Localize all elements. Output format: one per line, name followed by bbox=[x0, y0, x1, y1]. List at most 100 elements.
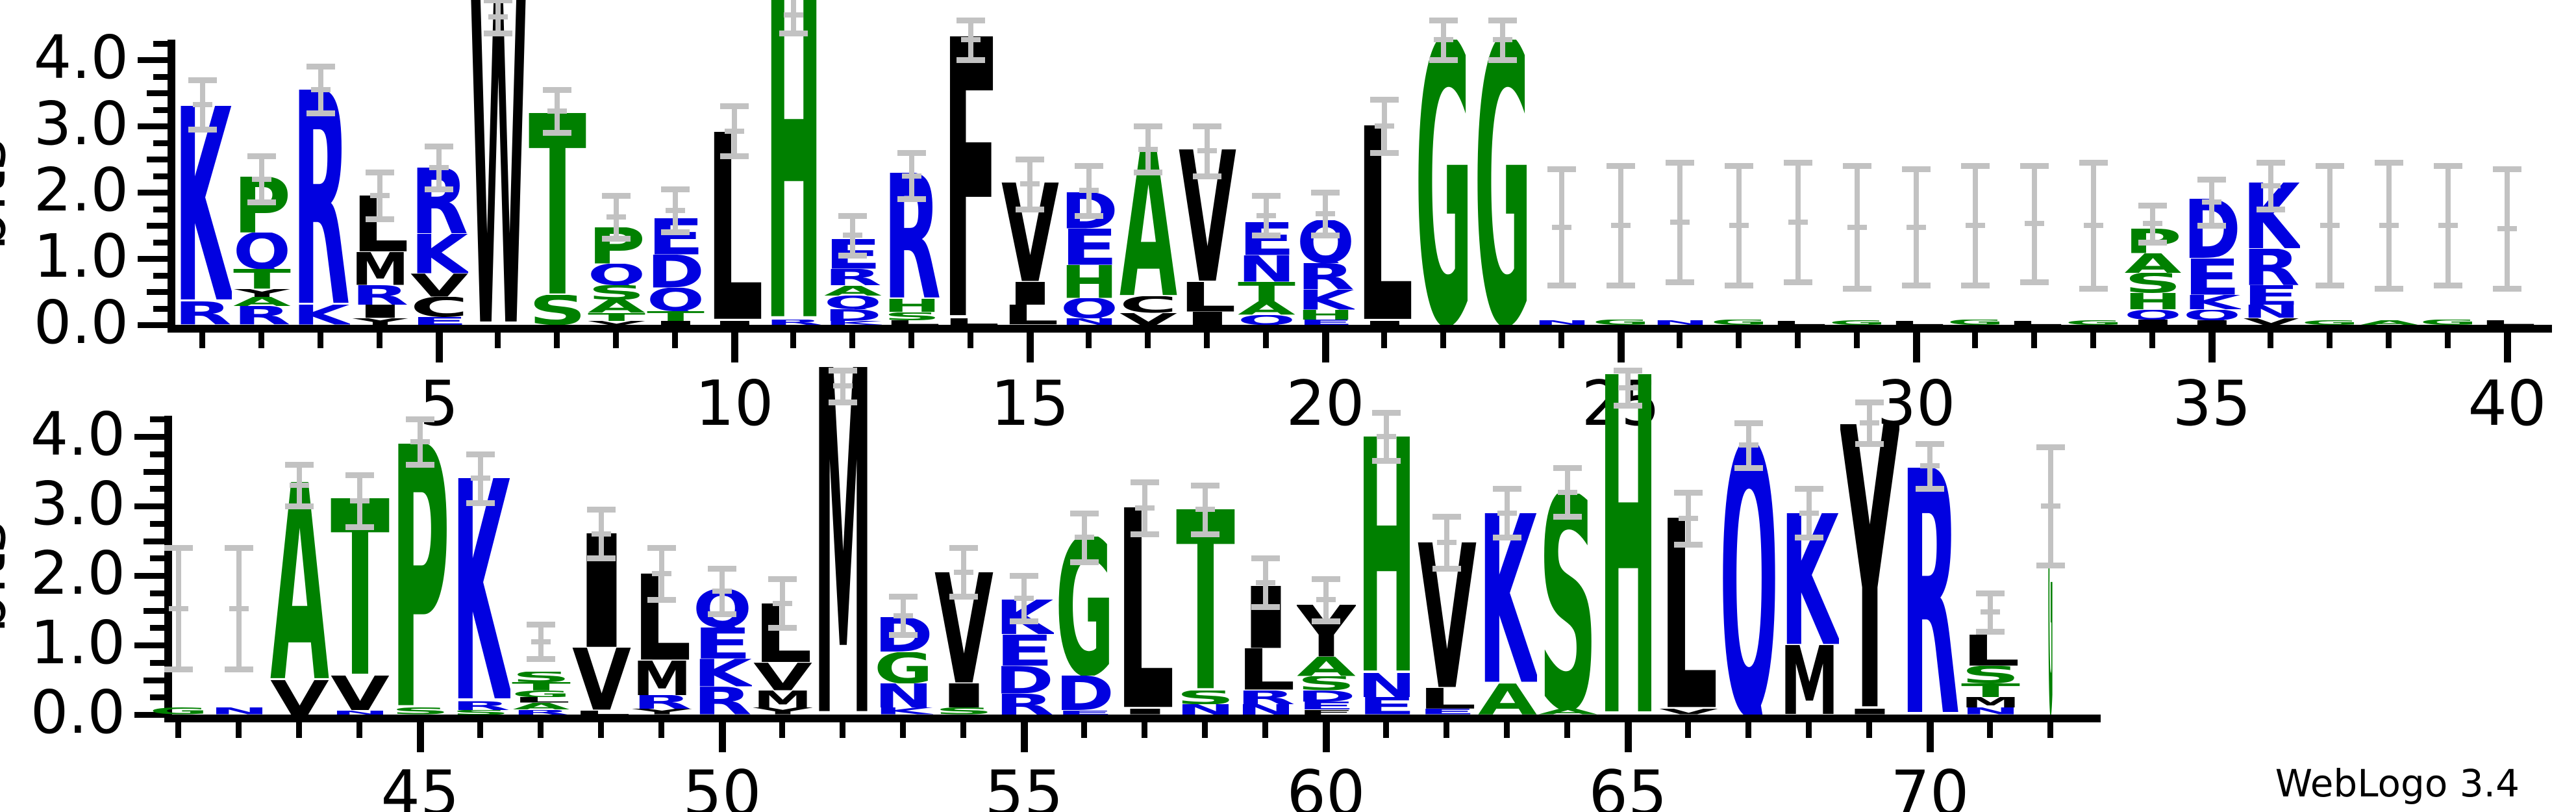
error-bar-cap-top bbox=[1547, 166, 1576, 173]
x-tick bbox=[1745, 722, 1751, 738]
x-tick bbox=[1444, 722, 1449, 738]
error-bar-cap-bottom bbox=[708, 611, 736, 617]
error-bar-mid-dash bbox=[652, 571, 671, 577]
x-tick bbox=[477, 722, 483, 738]
svg-text:V: V bbox=[1119, 313, 1177, 325]
logo-letter-E: E bbox=[1055, 711, 1114, 715]
error-bar-cap-top bbox=[1843, 163, 1871, 170]
logo-letter-S: S bbox=[934, 707, 994, 715]
error-bar-cap-bottom bbox=[2257, 206, 2285, 212]
svg-text:S: S bbox=[2124, 273, 2182, 293]
logo-letter-A: A bbox=[2360, 320, 2418, 325]
logo-letter-R: R bbox=[1901, 468, 1960, 715]
y-tick bbox=[147, 90, 168, 96]
svg-text:R: R bbox=[512, 710, 571, 715]
error-bar-mid-dash bbox=[1497, 510, 1517, 516]
svg-text:W: W bbox=[469, 0, 527, 325]
error-bar-cap-top bbox=[2257, 160, 2285, 166]
x-tick bbox=[1677, 333, 1682, 348]
y-tick bbox=[150, 451, 164, 457]
error-bar-cap-bottom bbox=[1311, 233, 1340, 239]
error-bar-mid-dash bbox=[1138, 146, 1158, 152]
logo-letter-L: L bbox=[1769, 321, 1827, 325]
svg-text:R: R bbox=[995, 694, 1054, 715]
logo-letter-V: V bbox=[588, 321, 645, 325]
logo-letter-M: M bbox=[632, 661, 692, 696]
svg-text:L: L bbox=[1769, 321, 1827, 325]
error-bar-mid-dash bbox=[1014, 595, 1034, 601]
error-bar-mid-dash bbox=[1437, 540, 1457, 546]
logo-letter-M: M bbox=[351, 252, 409, 285]
svg-text:V: V bbox=[753, 663, 812, 691]
logo-letter-E: E bbox=[1060, 229, 1118, 265]
svg-text:K: K bbox=[1478, 513, 1537, 683]
logo-letter-A: A bbox=[1538, 709, 1597, 715]
x-tick bbox=[318, 333, 323, 348]
svg-text:K: K bbox=[451, 478, 510, 700]
logo-letter-N: N bbox=[2242, 305, 2300, 318]
logo-letter-L: L bbox=[706, 132, 764, 321]
logo-letter-S: S bbox=[883, 312, 941, 320]
svg-text:V: V bbox=[1659, 709, 1718, 715]
logo-letter-T: T bbox=[647, 311, 705, 321]
x-tick bbox=[417, 722, 424, 752]
svg-text:A: A bbox=[824, 286, 882, 296]
x-tick bbox=[900, 722, 906, 738]
error-bar-cap-bottom bbox=[1134, 170, 1162, 176]
error-bar-mid-dash bbox=[1558, 489, 1577, 495]
svg-text:T: T bbox=[647, 311, 705, 321]
error-bar-mid-dash bbox=[229, 605, 249, 611]
logo-letter-R: R bbox=[451, 701, 510, 710]
x-tick bbox=[1323, 722, 1330, 752]
x-tick bbox=[1685, 722, 1691, 738]
error-bar-cap-bottom bbox=[1432, 566, 1461, 572]
svg-text:I: I bbox=[647, 321, 705, 325]
y-tick bbox=[150, 555, 164, 562]
error-bar-cap-top bbox=[527, 621, 555, 628]
logo-letter-T: T bbox=[1176, 509, 1235, 690]
logo-letter-A: A bbox=[1238, 301, 1295, 314]
x-tick bbox=[1027, 333, 1034, 362]
svg-text:L: L bbox=[942, 318, 1000, 325]
error-bar-cap-bottom bbox=[1843, 285, 1871, 292]
svg-text:H: H bbox=[1599, 374, 1658, 715]
error-bar-cap-top bbox=[1725, 163, 1753, 170]
x-tick bbox=[175, 722, 181, 738]
error-bar-mid-dash bbox=[1377, 434, 1396, 439]
svg-text:L: L bbox=[572, 711, 631, 715]
x-tick-label: 50 bbox=[682, 758, 762, 812]
x-tick-label: 40 bbox=[2468, 368, 2547, 440]
logo-letter-C: C bbox=[410, 297, 468, 317]
x-tick bbox=[849, 333, 855, 348]
logo-letter-S: S bbox=[512, 672, 571, 682]
error-bar-cap-top bbox=[768, 576, 797, 583]
logo-letter-E: E bbox=[2242, 285, 2300, 305]
svg-text:L: L bbox=[1888, 321, 1945, 325]
y-tick bbox=[150, 486, 164, 492]
svg-text:G: G bbox=[2420, 320, 2477, 325]
svg-text:S: S bbox=[1538, 494, 1597, 709]
svg-text:A: A bbox=[1538, 709, 1597, 715]
error-bar-cap-top bbox=[247, 153, 276, 159]
logo-letter-G: G bbox=[149, 707, 208, 715]
error-bar-mid-dash bbox=[531, 639, 551, 644]
error-bar-cap-bottom bbox=[306, 110, 335, 116]
svg-text:K: K bbox=[292, 305, 350, 325]
logo-letter-K: K bbox=[1297, 290, 1355, 310]
error-bar-cap-bottom bbox=[602, 236, 631, 242]
x-tick bbox=[495, 333, 501, 348]
error-bar-mid-dash bbox=[2025, 221, 2044, 227]
error-bar-mid-dash bbox=[592, 531, 611, 537]
error-bar-mid-dash bbox=[2084, 223, 2103, 228]
error-bar-cap-top bbox=[1070, 510, 1099, 516]
logo-letter-G: G bbox=[1474, 40, 1532, 325]
logo-letter-K: K bbox=[451, 478, 510, 700]
y-tick-label: 3.0 bbox=[30, 469, 125, 539]
x-tick bbox=[554, 333, 560, 348]
error-bar-mid-dash bbox=[954, 569, 973, 575]
svg-text:E: E bbox=[2242, 285, 2300, 305]
logo-letter-N: N bbox=[1651, 320, 1709, 325]
error-bar-cap-bottom bbox=[2375, 285, 2403, 292]
error-bar-cap-top bbox=[366, 170, 394, 176]
error-bar-mid-dash bbox=[1434, 37, 1453, 43]
